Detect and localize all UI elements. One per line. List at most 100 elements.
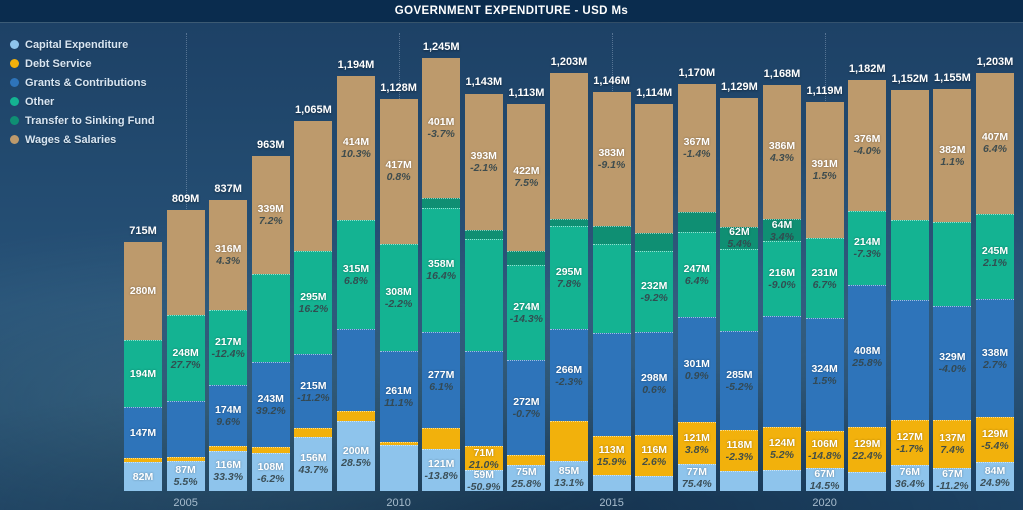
bar-2006[interactable]: 116M 33.3% 174M 9.6% 217M -12.4% 316M 4.3% 837M: [209, 183, 248, 491]
bar-segment-debt[interactable]: [124, 458, 162, 463]
bar-segment-debt[interactable]: [166, 456, 205, 461]
bar-segment-debt[interactable]: [507, 454, 546, 465]
bar-segment-grants[interactable]: 272M -0.7%: [507, 359, 546, 455]
legend-item-debt[interactable]: Debt Service: [10, 54, 155, 73]
bar-segment-capex[interactable]: 84M 24.9%: [976, 461, 1014, 491]
bar-segment-debt[interactable]: 129M -5.4%: [976, 416, 1014, 462]
bar-segment-other[interactable]: 358M 16.4%: [422, 207, 461, 333]
bar-segment-capex[interactable]: 108M -6.2%: [251, 453, 290, 491]
bar-segment-debt[interactable]: 137M 7.4%: [933, 420, 972, 468]
bar-segment-capex[interactable]: 77M 75.4%: [677, 464, 716, 491]
bar-segment-other[interactable]: 214M -7.3%: [848, 210, 887, 286]
bar-2008[interactable]: 156M 43.7% 215M -11.2% 295M 16.2% 1,065M: [294, 104, 333, 491]
bar-2017[interactable]: 77M 75.4% 121M 3.8% 301M 0.9% 247M 6.4% 367M -1.4…: [677, 67, 716, 491]
bar-segment-wages[interactable]: 401M -3.7%: [422, 58, 461, 198]
bar-segment-grants[interactable]: [890, 300, 929, 421]
bar-segment-wages[interactable]: 391M 1.5%: [805, 101, 844, 238]
bar-segment-grants[interactable]: 261M 11.1%: [379, 350, 418, 442]
bar-segment-debt[interactable]: 106M -14.8%: [805, 430, 844, 468]
bar-segment-other[interactable]: 295M 7.8%: [550, 226, 588, 329]
bar-segment-capex[interactable]: 116M 33.3%: [209, 450, 248, 491]
bar-segment-grants[interactable]: 277M 6.1%: [422, 332, 461, 429]
bar-2009[interactable]: 200M 28.5% 315M 6.8% 414M 10.3% 1,194M: [337, 59, 375, 491]
bar-segment-grants[interactable]: 215M -11.2%: [294, 353, 333, 429]
bar-segment-debt[interactable]: 129M 22.4%: [848, 427, 887, 472]
bar-segment-wages[interactable]: 383M -9.1%: [592, 92, 631, 226]
bar-segment-debt[interactable]: [337, 411, 375, 422]
bar-segment-capex[interactable]: 67M -11.2%: [933, 467, 972, 492]
bar-segment-grants[interactable]: 301M 0.9%: [677, 317, 716, 423]
bar-segment-capex[interactable]: [592, 475, 631, 491]
bar-segment-capex[interactable]: 82M: [124, 462, 162, 491]
bar-segment-other[interactable]: 308M -2.2%: [379, 243, 418, 351]
bar-segment-other[interactable]: 217M -12.4%: [209, 309, 248, 386]
bar-segment-wages[interactable]: [550, 72, 588, 220]
bar-segment-other[interactable]: [251, 274, 290, 363]
bar-segment-sinking[interactable]: [550, 219, 588, 227]
bar-segment-grants[interactable]: 243M 39.2%: [251, 362, 290, 447]
bar-segment-capex[interactable]: 59M -50.9%: [464, 469, 503, 493]
bar-segment-grants[interactable]: 285M -5.2%: [720, 331, 759, 431]
bar-2005[interactable]: 87M 5.5% 248M 27.7% 809M: [166, 193, 205, 491]
bar-segment-sinking[interactable]: [592, 225, 631, 244]
bar-segment-wages[interactable]: 376M -4.0%: [848, 79, 887, 211]
bar-segment-wages[interactable]: 382M 1.1%: [933, 89, 972, 223]
bar-segment-other[interactable]: [933, 222, 972, 306]
bar-2015[interactable]: 113M 15.9% 383M -9.1% 1,146M: [592, 75, 631, 491]
bar-segment-grants[interactable]: 338M 2.7%: [976, 299, 1014, 417]
bar-segment-capex[interactable]: [379, 444, 418, 491]
bar-segment-other[interactable]: [720, 248, 759, 332]
bar-segment-grants[interactable]: 324M 1.5%: [805, 318, 844, 431]
bar-segment-sinking[interactable]: 64M 3.4%: [763, 219, 801, 243]
bar-segment-capex[interactable]: [763, 470, 801, 491]
bar-segment-other[interactable]: 194M: [124, 339, 162, 408]
bar-2023[interactable]: 67M -11.2% 137M 7.4% 329M -4.0% 382M 1.1% 1,155M: [933, 72, 972, 492]
bar-segment-other[interactable]: 248M 27.7%: [166, 315, 205, 402]
bar-segment-wages[interactable]: [166, 209, 205, 316]
bar-segment-debt[interactable]: 71M 21.0%: [464, 445, 503, 471]
bar-segment-grants[interactable]: [763, 316, 801, 428]
bar-segment-capex[interactable]: 156M 43.7%: [294, 436, 333, 491]
bar-segment-capex[interactable]: [635, 475, 674, 491]
bar-segment-capex[interactable]: 67M 14.5%: [805, 467, 844, 492]
bar-2010[interactable]: 261M 11.1% 308M -2.2% 417M 0.8% 1,128M: [379, 82, 418, 491]
bar-segment-wages[interactable]: [294, 120, 333, 252]
bar-segment-other[interactable]: 247M 6.4%: [677, 231, 716, 318]
bar-segment-debt[interactable]: 116M 2.6%: [635, 435, 674, 476]
bar-segment-capex[interactable]: 121M -13.8%: [422, 448, 461, 491]
bar-2012[interactable]: 59M -50.9% 71M 21.0% 393M -2.1% 1,143M: [464, 76, 503, 493]
bar-segment-debt[interactable]: [209, 445, 248, 451]
bar-2021[interactable]: 129M 22.4% 408M 25.8% 214M -7.3% 376M -4.0% 1,18…: [848, 63, 887, 491]
legend-item-grants[interactable]: Grants & Contributions: [10, 73, 155, 92]
bar-2022[interactable]: 76M 36.4% 127M -1.7% 1,152M: [890, 73, 929, 491]
legend-item-capex[interactable]: Capital Expenditure: [10, 35, 155, 54]
bar-2013[interactable]: 75M 25.8% 272M -0.7% 274M -14.3% 422M 7.5% 1,113…: [507, 87, 546, 491]
bar-segment-wages[interactable]: 407M 6.4%: [976, 72, 1014, 215]
bar-2016[interactable]: 116M 2.6% 298M 0.6% 232M -9.2% 1,114M: [635, 87, 674, 491]
bar-segment-debt[interactable]: [294, 428, 333, 437]
bar-segment-sinking[interactable]: [677, 211, 716, 232]
bar-segment-debt[interactable]: [379, 441, 418, 445]
bar-segment-wages[interactable]: [635, 103, 674, 233]
bar-segment-other[interactable]: [890, 220, 929, 301]
bar-segment-sinking[interactable]: [422, 197, 461, 208]
bar-segment-grants[interactable]: 147M: [124, 407, 162, 459]
bar-2004[interactable]: 82M 147M 194M 280M 715M: [124, 225, 162, 491]
bar-segment-debt[interactable]: [550, 421, 588, 462]
bar-segment-wages[interactable]: 414M 10.3%: [337, 75, 375, 220]
bar-segment-sinking[interactable]: [635, 232, 674, 252]
bar-segment-other[interactable]: 232M -9.2%: [635, 251, 674, 332]
bar-segment-sinking[interactable]: 62M 5.4%: [720, 226, 759, 250]
bar-segment-debt[interactable]: 118M -2.3%: [720, 430, 759, 472]
bar-segment-wages[interactable]: 367M -1.4%: [677, 84, 716, 212]
bar-segment-sinking[interactable]: [464, 230, 503, 240]
bar-segment-grants[interactable]: 266M -2.3%: [550, 328, 588, 422]
bar-segment-other[interactable]: 295M 16.2%: [294, 251, 333, 354]
bar-segment-debt[interactable]: 127M -1.7%: [890, 420, 929, 465]
bar-segment-debt[interactable]: [422, 428, 461, 449]
bar-segment-grants[interactable]: 174M 9.6%: [209, 385, 248, 446]
bar-2019[interactable]: 124M 5.2% 216M -9.0% 64M 3.4% 386M 4.3% 1,168M: [763, 68, 801, 491]
bar-segment-other[interactable]: 274M -14.3%: [507, 264, 546, 360]
bar-segment-wages[interactable]: 422M 7.5%: [507, 103, 546, 251]
bar-segment-grants[interactable]: [592, 332, 631, 436]
